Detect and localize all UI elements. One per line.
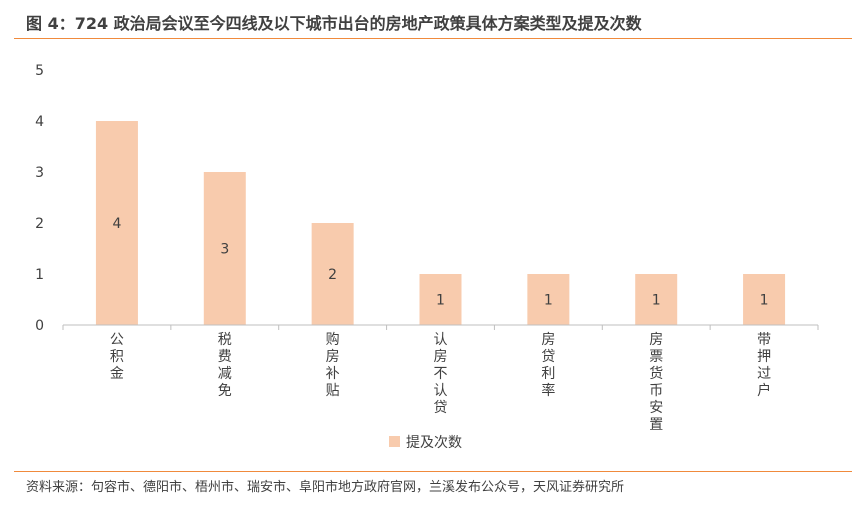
legend-swatch [389,436,400,447]
bar-chart: 0 1 2 3 4 5 4 3 2 1 1 1 1 公积金 税费减免 购房补贴 认房不认贷 房贷利率 房票货币安… [35,63,819,451]
figure-title: 图 4：724 政治局会议至今四线及以下城市出台的房地产政策具体方案类型及提及次… [26,14,642,33]
source-note: 资料来源：句容市、德阳市、梧州市、瑞安市、阜阳市地方政府官网，兰溪发布公众号，天… [26,480,625,495]
legend-label: 提及次数 [406,435,462,451]
y-tick-label: 0 [35,318,44,334]
bar-data-label: 1 [760,293,769,309]
category-label: 带押过户 [757,332,771,399]
bar-data-label: 3 [220,242,229,258]
bar-data-label: 1 [652,293,661,309]
bar-data-label: 1 [544,293,553,309]
x-axis: 公积金 税费减免 购房补贴 认房不认贷 房贷利率 房票货币安置 带押过户 [62,324,819,433]
category-label: 认房不认贷 [434,332,448,416]
y-tick-label: 2 [35,216,44,232]
y-tick-label: 1 [35,267,44,283]
category-label: 房贷利率 [541,332,555,399]
bar-data-label: 4 [112,216,121,232]
y-tick-label: 5 [35,63,44,79]
bar [203,172,246,325]
bar-data-label: 1 [436,293,445,309]
bar [311,223,354,325]
bar [419,274,462,325]
bars-group: 4 3 2 1 1 1 1 [95,121,786,325]
legend: 提及次数 [389,435,462,451]
y-tick-label: 3 [35,165,44,181]
source-divider [14,471,852,472]
bar-data-label: 2 [328,267,337,283]
bar [95,121,138,325]
category-label: 房票货币安置 [649,332,663,433]
category-label: 购房补贴 [326,332,340,399]
y-axis: 0 1 2 3 4 5 [35,63,44,334]
category-label: 公积金 [110,332,124,382]
bar [527,274,570,325]
category-label: 税费减免 [218,332,232,399]
bar [635,274,678,325]
bar [743,274,786,325]
title-divider [14,38,852,39]
y-tick-label: 4 [35,114,44,130]
